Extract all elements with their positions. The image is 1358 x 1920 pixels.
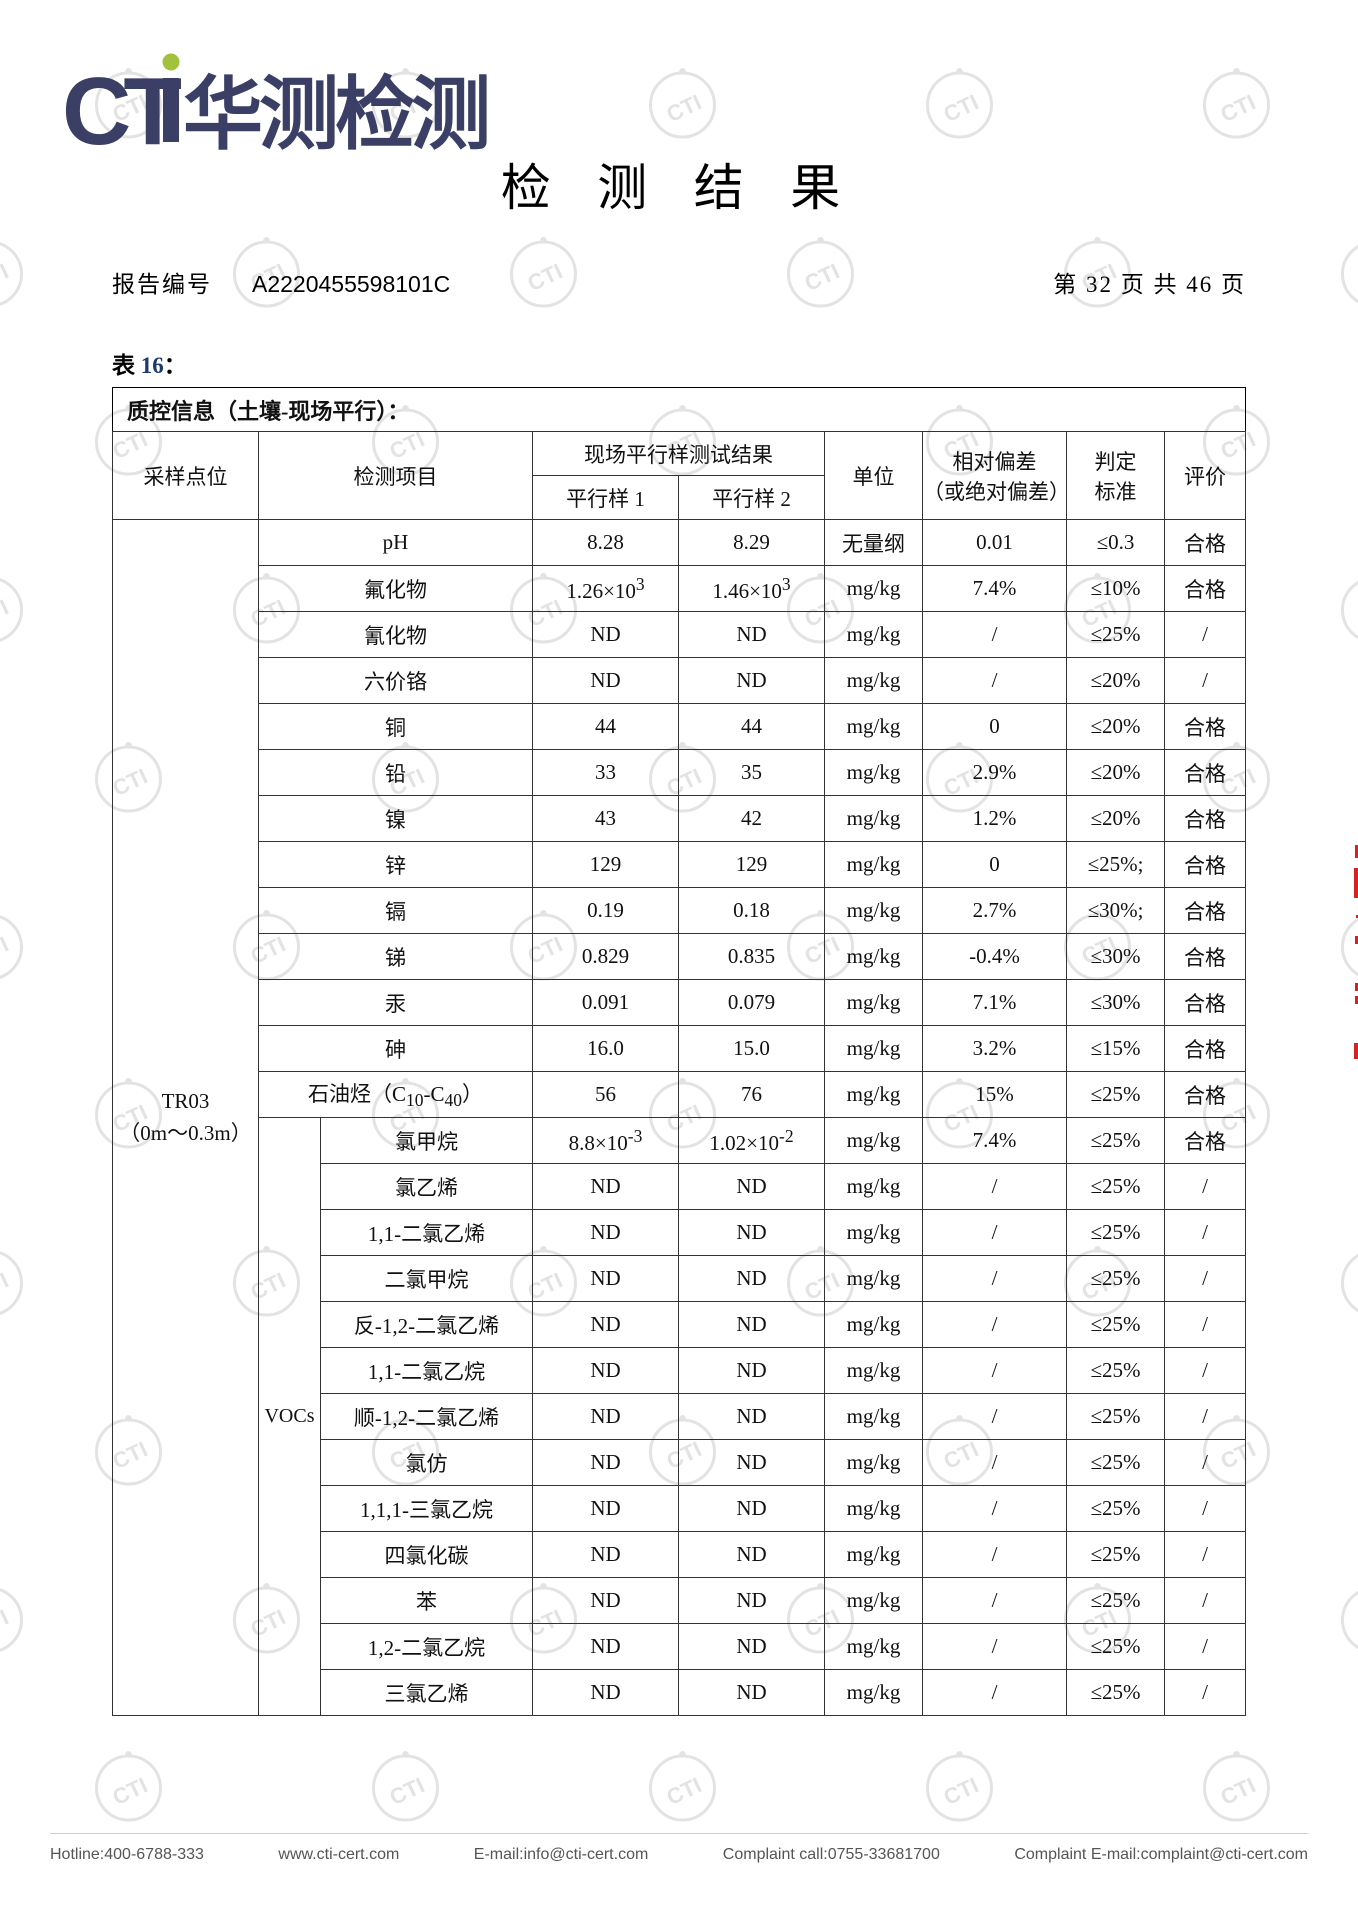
- svg-text:CTI: CTI: [939, 1773, 982, 1811]
- svg-text:CTI: CTI: [1355, 1604, 1358, 1642]
- svg-text:CTI: CTI: [801, 258, 844, 296]
- svg-text:CTI: CTI: [0, 931, 12, 969]
- svg-text:CTI: CTI: [1355, 1268, 1358, 1306]
- svg-text:CTI: CTI: [1355, 595, 1358, 633]
- svg-text:CTI: CTI: [385, 1773, 428, 1811]
- svg-text:CTI: CTI: [0, 595, 12, 633]
- svg-text:CTI: CTI: [662, 90, 705, 128]
- svg-text:CTI: CTI: [0, 258, 12, 296]
- svg-text:CTI: CTI: [939, 90, 982, 128]
- svg-text:CTI: CTI: [524, 258, 567, 296]
- svg-text:CTI: CTI: [1216, 90, 1259, 128]
- svg-text:CTI: CTI: [0, 1604, 12, 1642]
- svg-text:CTI: CTI: [0, 1268, 12, 1306]
- svg-text:CTI: CTI: [1216, 1773, 1259, 1811]
- svg-text:华测检测: 华测检测: [183, 70, 487, 159]
- svg-text:CTI: CTI: [1355, 258, 1358, 296]
- svg-text:CTI: CTI: [108, 1773, 151, 1811]
- svg-text:CTI: CTI: [662, 1773, 705, 1811]
